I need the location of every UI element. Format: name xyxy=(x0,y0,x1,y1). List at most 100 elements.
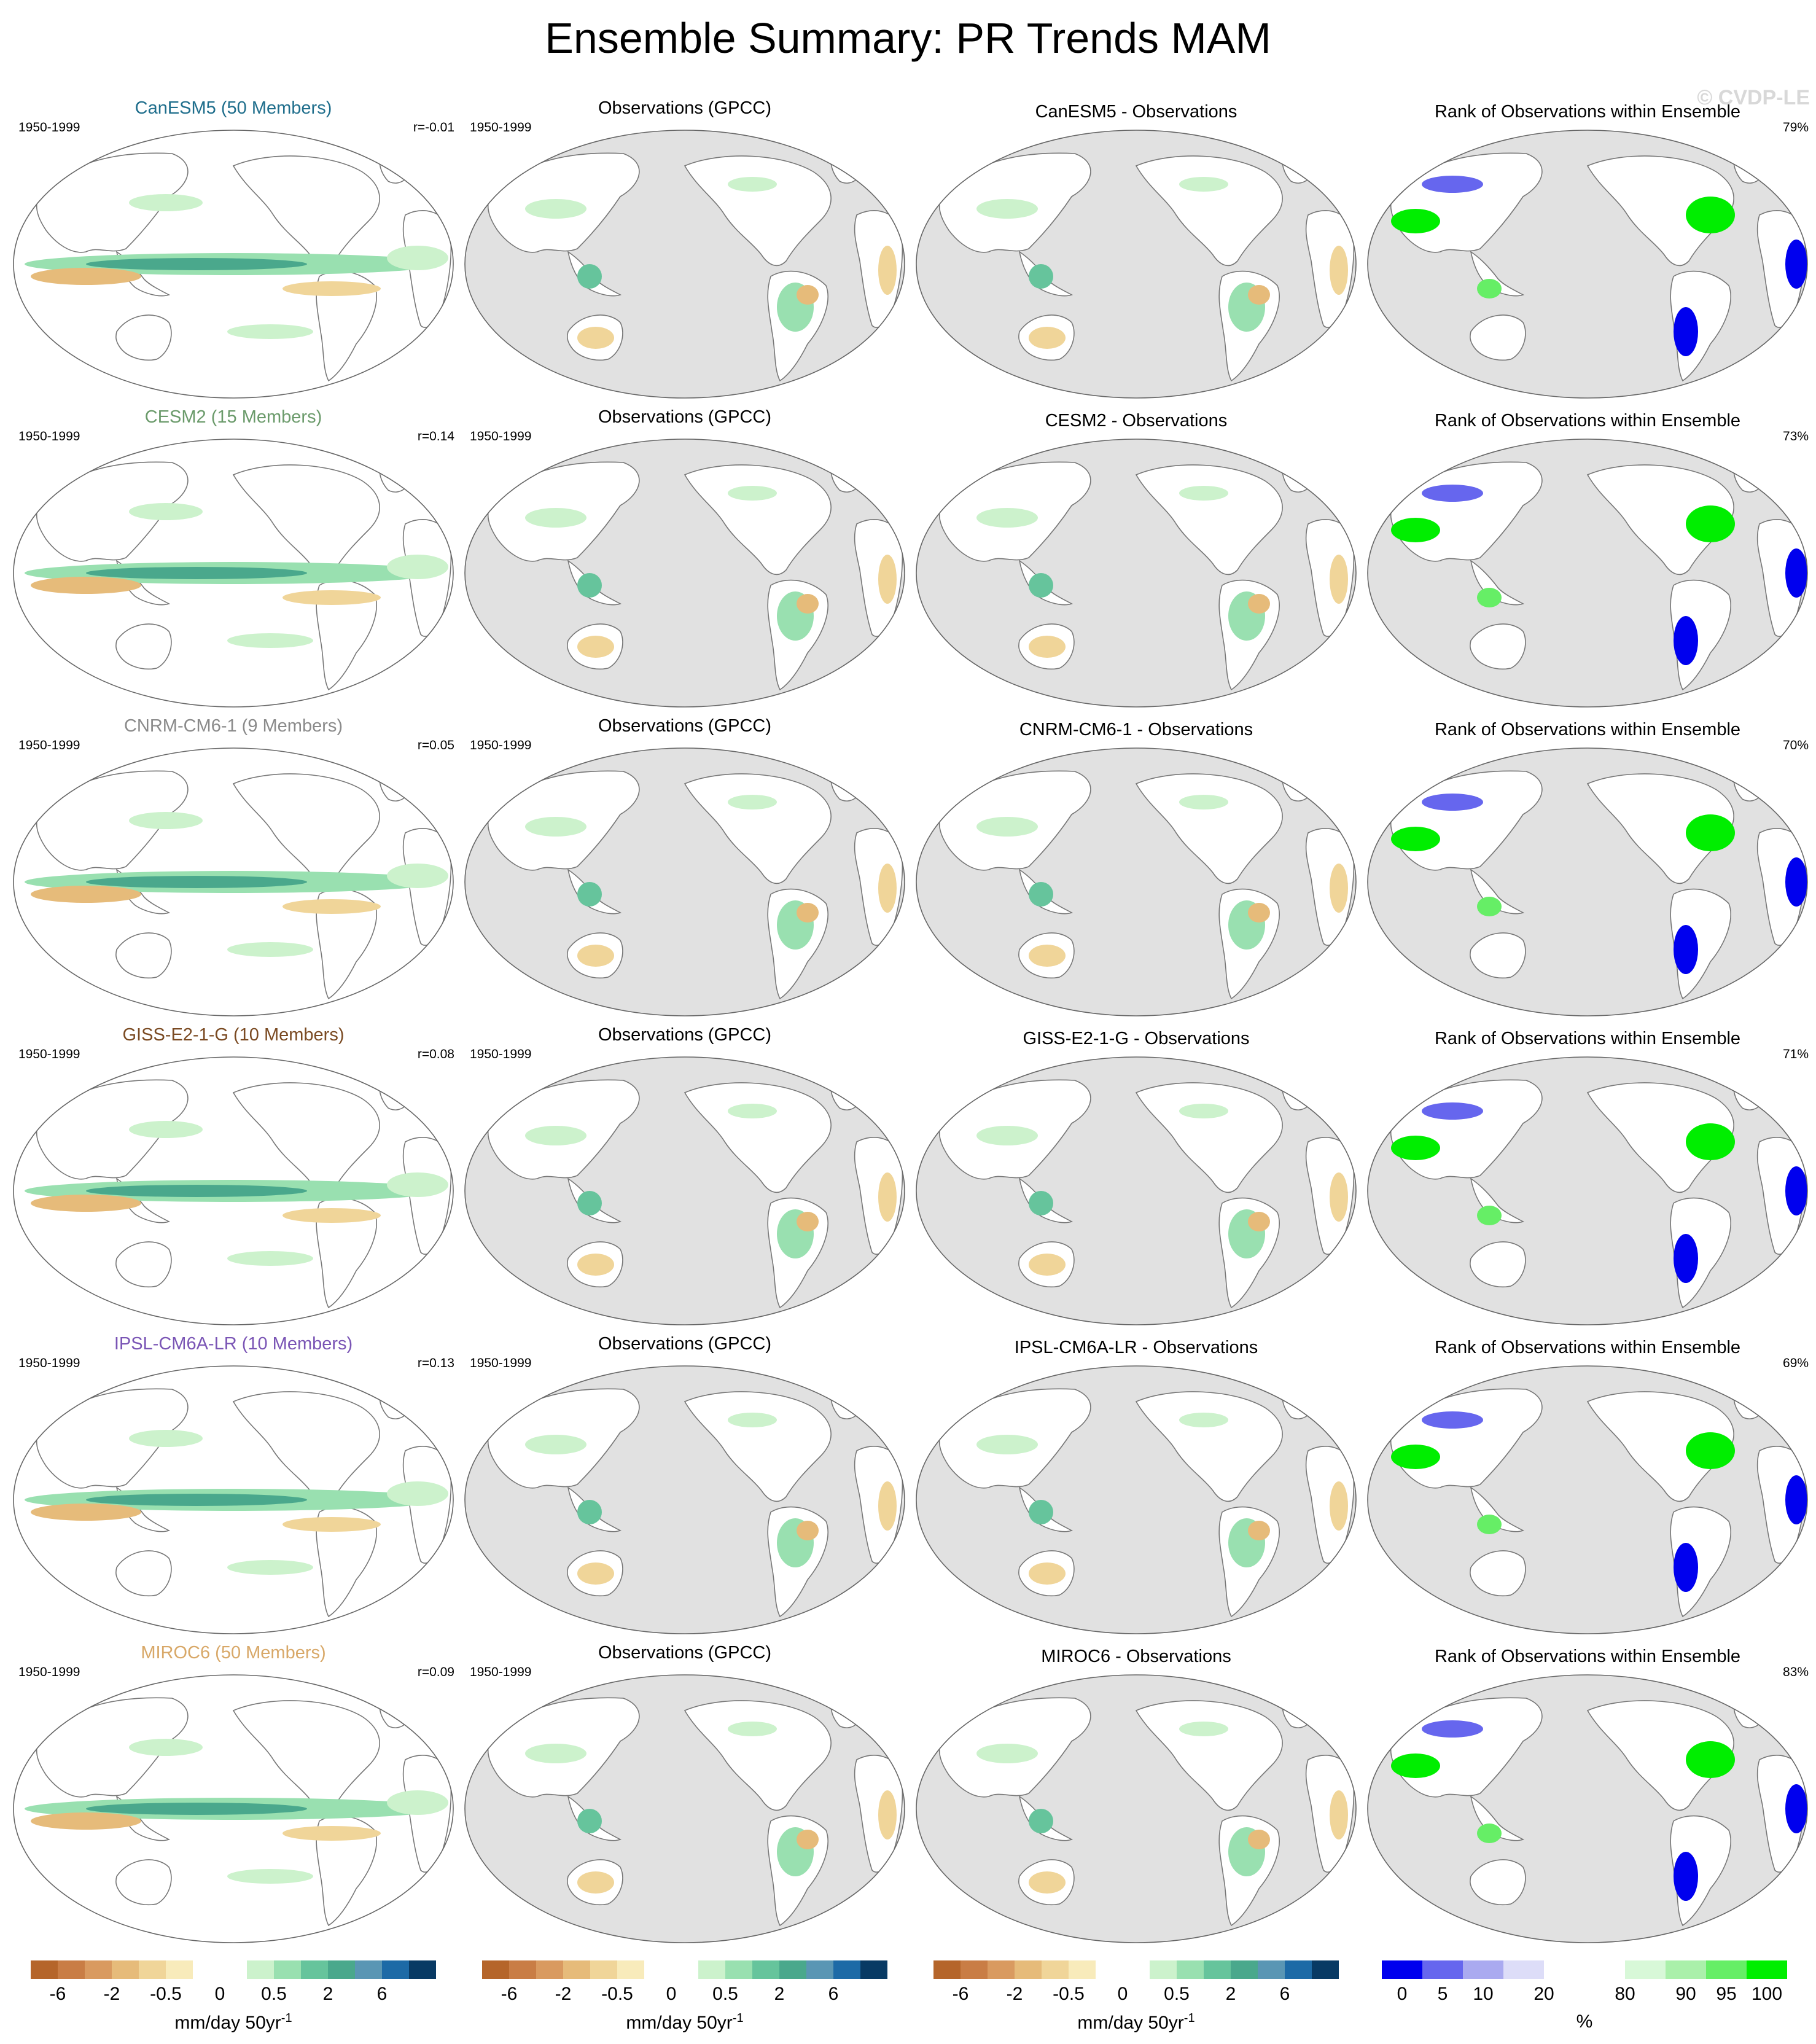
panel-title: IPSL-CM6A-LR - Observations xyxy=(1014,1338,1258,1357)
equatorial-core xyxy=(86,1494,307,1506)
period-label: 1950-1999 xyxy=(470,1356,532,1370)
rank-high-patch-1 xyxy=(1391,1753,1440,1778)
panel-title: CanESM5 - Observations xyxy=(1035,102,1237,122)
panel-title: Observations (GPCC) xyxy=(598,1334,771,1354)
diff-panel-2: CESM2 - Observations xyxy=(909,407,1363,714)
globe-border xyxy=(1367,439,1808,708)
colorbar-swatch xyxy=(1150,1960,1177,1979)
rank-map xyxy=(1367,130,1808,399)
north-america-patch xyxy=(728,177,777,192)
rank-panel-2: Rank of Observations within Ensemble 73% xyxy=(1360,407,1815,714)
north-america-patch xyxy=(1179,1104,1228,1118)
africa-patch xyxy=(1330,1790,1348,1839)
colorbar-swatch xyxy=(382,1960,410,1979)
rank-high-patch-3 xyxy=(1477,1206,1502,1225)
africa-patch xyxy=(878,555,897,604)
africa-patch xyxy=(1330,1172,1348,1222)
asia-outline xyxy=(36,152,189,253)
globe-border xyxy=(916,439,1357,708)
obs-panel-6: Observations (GPCC) 1950-1999 xyxy=(458,1643,912,1950)
seasia-outline xyxy=(1470,1486,1525,1532)
map-container xyxy=(464,129,906,399)
map-container xyxy=(12,1674,454,1944)
obs-panel-2: Observations (GPCC) 1950-1999 xyxy=(458,407,912,714)
australia-patch xyxy=(1029,1871,1066,1894)
rank-panel-6: Rank of Observations within Ensemble 83% xyxy=(1360,1643,1815,1950)
colorbar-tick-label: -6 xyxy=(952,1984,969,2004)
africa-patch xyxy=(878,1172,897,1222)
period-label: 1950-1999 xyxy=(470,1047,532,1061)
asia-green-patch xyxy=(976,1744,1038,1763)
south-america-dry-patch xyxy=(797,285,819,305)
colorbar-tick-label: 5 xyxy=(1437,1984,1448,2004)
maritime-continent-patch xyxy=(577,1500,602,1524)
globe-border xyxy=(13,747,454,1016)
diff-panel-3: CNRM-CM6-1 - Observations xyxy=(909,716,1363,1023)
colorbar-swatch xyxy=(961,1960,988,1979)
namerica-outline xyxy=(1135,773,1283,884)
globe-border xyxy=(916,130,1357,399)
globe-border xyxy=(13,1365,454,1634)
samerica-outline xyxy=(316,1506,377,1618)
africa-patch xyxy=(878,864,897,913)
asia-outline xyxy=(36,770,189,871)
diff-map xyxy=(916,1056,1357,1325)
globe-border xyxy=(13,130,454,399)
colorbar-swatch xyxy=(1123,1960,1150,1979)
map-container xyxy=(915,1674,1357,1944)
colorbar-units-exponent: -1 xyxy=(281,2011,292,2025)
seasia-outline xyxy=(1470,868,1525,915)
namerica-outline xyxy=(1135,464,1283,575)
south-america-dry-patch xyxy=(797,903,819,923)
namerica-outline xyxy=(1135,155,1283,267)
colorbar-swatch xyxy=(1015,1960,1042,1979)
map-container xyxy=(12,747,454,1017)
south-pacific-band xyxy=(283,281,381,296)
colorbar-swatch xyxy=(166,1960,193,1979)
atlantic-band xyxy=(387,1790,448,1815)
australia-patch xyxy=(1029,945,1066,967)
australia-patch xyxy=(577,1871,614,1894)
colorbar-tick-label: 0.5 xyxy=(1164,1984,1190,2004)
model-map xyxy=(13,1056,454,1325)
rank-low-patch-2 xyxy=(1422,176,1483,193)
colorbar-swatch xyxy=(563,1960,591,1979)
colorbar-units-label: mm/day 50yr-1 xyxy=(31,2011,436,2034)
period-label: 1950-1999 xyxy=(18,1665,80,1679)
colorbar-tick-label: 2 xyxy=(1225,1984,1236,2004)
colorbar-swatch xyxy=(301,1960,329,1979)
obs-panel-4: Observations (GPCC) 1950-1999 xyxy=(458,1025,912,1332)
south-america-dry-patch xyxy=(1248,903,1270,923)
map-container xyxy=(12,438,454,708)
rank-high-patch-2 xyxy=(1686,814,1735,851)
map-container xyxy=(1366,1365,1809,1635)
indian-ocean-band xyxy=(31,886,141,903)
indian-ocean-band xyxy=(31,268,141,285)
rank-low-patch-2 xyxy=(1422,794,1483,811)
south-america-dry-patch xyxy=(797,594,819,614)
map-container xyxy=(12,1365,454,1635)
colorbar-tick-label: -0.5 xyxy=(1053,1984,1085,2004)
obs-map xyxy=(464,747,905,1016)
namerica-outline xyxy=(1135,1391,1283,1502)
colorbar-units-exponent: -1 xyxy=(732,2011,744,2025)
australia-outline xyxy=(115,1550,172,1597)
atlantic-band xyxy=(387,1481,448,1506)
model-panel-4: GISS-E2-1-G (10 Members) 1950-1999 r=0.08 xyxy=(6,1025,461,1332)
rank-low-patch-1 xyxy=(1785,857,1807,907)
map-container xyxy=(1366,129,1809,399)
maritime-continent-patch xyxy=(577,264,602,289)
colorbar-swatch xyxy=(1382,1960,1423,1979)
diff-panel-6: MIROC6 - Observations xyxy=(909,1643,1363,1950)
colorbar-swatch xyxy=(725,1960,753,1979)
southern-patch xyxy=(227,1560,313,1575)
rank-percent-label: 83% xyxy=(1782,1665,1809,1679)
globe-border xyxy=(916,747,1357,1016)
south-pacific-band xyxy=(283,899,381,914)
rank-low-patch-2 xyxy=(1422,1411,1483,1429)
seasia-outline xyxy=(1470,560,1525,606)
rank-high-patch-2 xyxy=(1686,1741,1735,1778)
southern-patch xyxy=(227,633,313,648)
north-america-patch xyxy=(728,1413,777,1427)
period-label: 1950-1999 xyxy=(18,120,80,135)
